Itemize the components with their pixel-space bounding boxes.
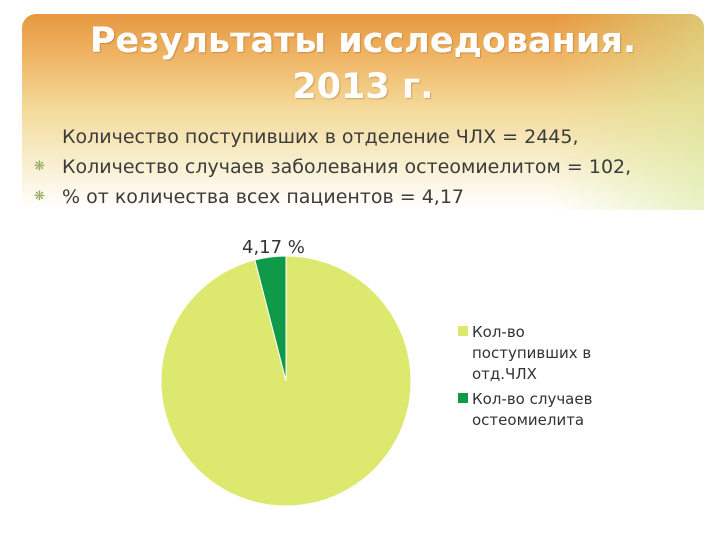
slide-title-line-1: Результаты исследования. [89, 21, 637, 61]
legend-label: Кол-во случаев [472, 390, 592, 408]
bullet-marker-icon: ❋ [34, 189, 45, 204]
data-label: 4,17 % [242, 237, 305, 258]
slide-title: Результаты исследования. 2013 г. [22, 18, 704, 110]
bullet-marker-icon: ❋ [34, 159, 45, 174]
legend-swatch [458, 326, 468, 336]
legend-label: поступивших в [472, 344, 591, 362]
legend-label: отд.ЧЛХ [472, 365, 537, 383]
legend-label: Кол-во [472, 323, 525, 341]
title-band [22, 14, 704, 210]
bullet-text: Количество поступивших в отделение ЧЛХ =… [62, 126, 579, 148]
bullet-text: Количество случаев заболевания остеомиел… [62, 156, 632, 178]
bullet-list: ❋ Количество поступивших в отделение ЧЛХ… [34, 122, 694, 212]
legend-label: остеомиелита [472, 411, 584, 429]
legend-swatch [458, 393, 468, 403]
slide-title-line-2: 2013 г. [292, 67, 434, 107]
bullet-item: ❋ % от количества всех пациентов = 4,17 [34, 182, 694, 212]
pie-slice-osteomyelitis [254, 255, 287, 382]
bullet-text: % от количества всех пациентов = 4,17 [62, 186, 464, 208]
bullet-item: ❋ Количество поступивших в отделение ЧЛХ… [34, 122, 694, 152]
bullet-item: ❋ Количество случаев заболевания остеоми… [34, 152, 694, 182]
